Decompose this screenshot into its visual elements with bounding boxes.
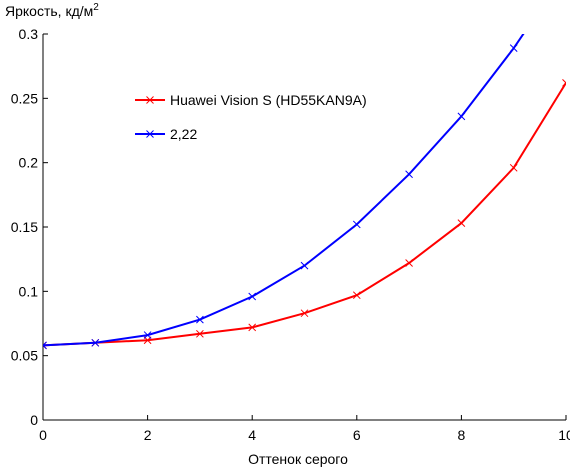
data-point-marker (352, 291, 361, 300)
series-layer (43, 34, 566, 350)
data-point-marker (143, 331, 152, 339)
y-tick-label: 0.15 (11, 219, 38, 235)
legend-label: 2,22 (170, 126, 197, 142)
data-point-marker (352, 220, 361, 229)
series-line-0 (43, 82, 566, 347)
y-tick-label: 0.05 (11, 348, 38, 364)
data-point-marker (405, 259, 413, 267)
data-point-marker (300, 309, 309, 318)
legend-label: Huawei Vision S (HD55KAN9A) (170, 92, 367, 108)
data-point-1 (91, 338, 100, 347)
data-point-marker (91, 338, 100, 347)
axis-ticks: 0 0.05 0.1 0.15 0.2 0.25 0.3 0 2 4 6 8 10 (11, 26, 570, 443)
data-point-1 (405, 170, 413, 179)
data-point-1 (300, 261, 309, 270)
data-point-0 (248, 323, 257, 332)
y-tick-label: 0.25 (11, 90, 38, 106)
x-tick-label: 10 (558, 427, 570, 443)
data-point-1 (143, 331, 152, 339)
y-axis-label: Яркость, кд/м2 (5, 2, 99, 19)
data-point-marker (509, 44, 518, 53)
data-point-marker (300, 261, 309, 270)
data-point-0 (405, 259, 413, 267)
legend-swatch-marker (146, 96, 154, 104)
data-point-1 (196, 315, 204, 324)
data-point-0 (509, 163, 518, 172)
data-point-0 (300, 309, 309, 318)
data-point-marker (509, 163, 518, 172)
y-tick-label: 0 (30, 412, 38, 428)
x-axis-label: Оттенок серого (248, 451, 348, 467)
legend: Huawei Vision S (HD55KAN9A) 2,22 (135, 92, 367, 142)
legend-swatch-marker (146, 130, 154, 138)
data-point-1 (457, 112, 466, 121)
data-point-marker (43, 344, 47, 350)
data-point-marker (196, 329, 204, 338)
legend-item-1: 2,22 (135, 126, 197, 142)
data-point-1 (43, 341, 47, 350)
data-point-0 (562, 79, 566, 87)
x-tick-label: 2 (144, 427, 152, 443)
data-point-1 (352, 220, 361, 229)
data-point-0 (352, 291, 361, 300)
data-point-1 (248, 292, 257, 301)
data-point-1 (509, 44, 518, 53)
y-tick-label: 0.2 (19, 155, 39, 171)
data-point-marker (405, 170, 413, 179)
y-tick-label: 0.1 (19, 283, 39, 299)
data-point-marker (248, 292, 257, 301)
series-line-1 (43, 34, 525, 347)
data-point-0 (457, 219, 466, 227)
x-tick-label: 4 (248, 427, 256, 443)
y-tick-label: 0.3 (19, 26, 39, 42)
data-point-marker (196, 315, 204, 324)
data-point-marker (248, 323, 257, 332)
x-tick-label: 0 (39, 427, 47, 443)
legend-item-0: Huawei Vision S (HD55KAN9A) (135, 92, 367, 108)
data-point-marker (457, 112, 466, 121)
data-point-0 (196, 329, 204, 338)
x-tick-label: 6 (353, 427, 361, 443)
data-point-marker (562, 79, 566, 84)
data-point-marker (562, 82, 566, 87)
x-tick-label: 8 (458, 427, 466, 443)
data-point-marker (457, 219, 466, 227)
data-point-marker (43, 341, 47, 347)
